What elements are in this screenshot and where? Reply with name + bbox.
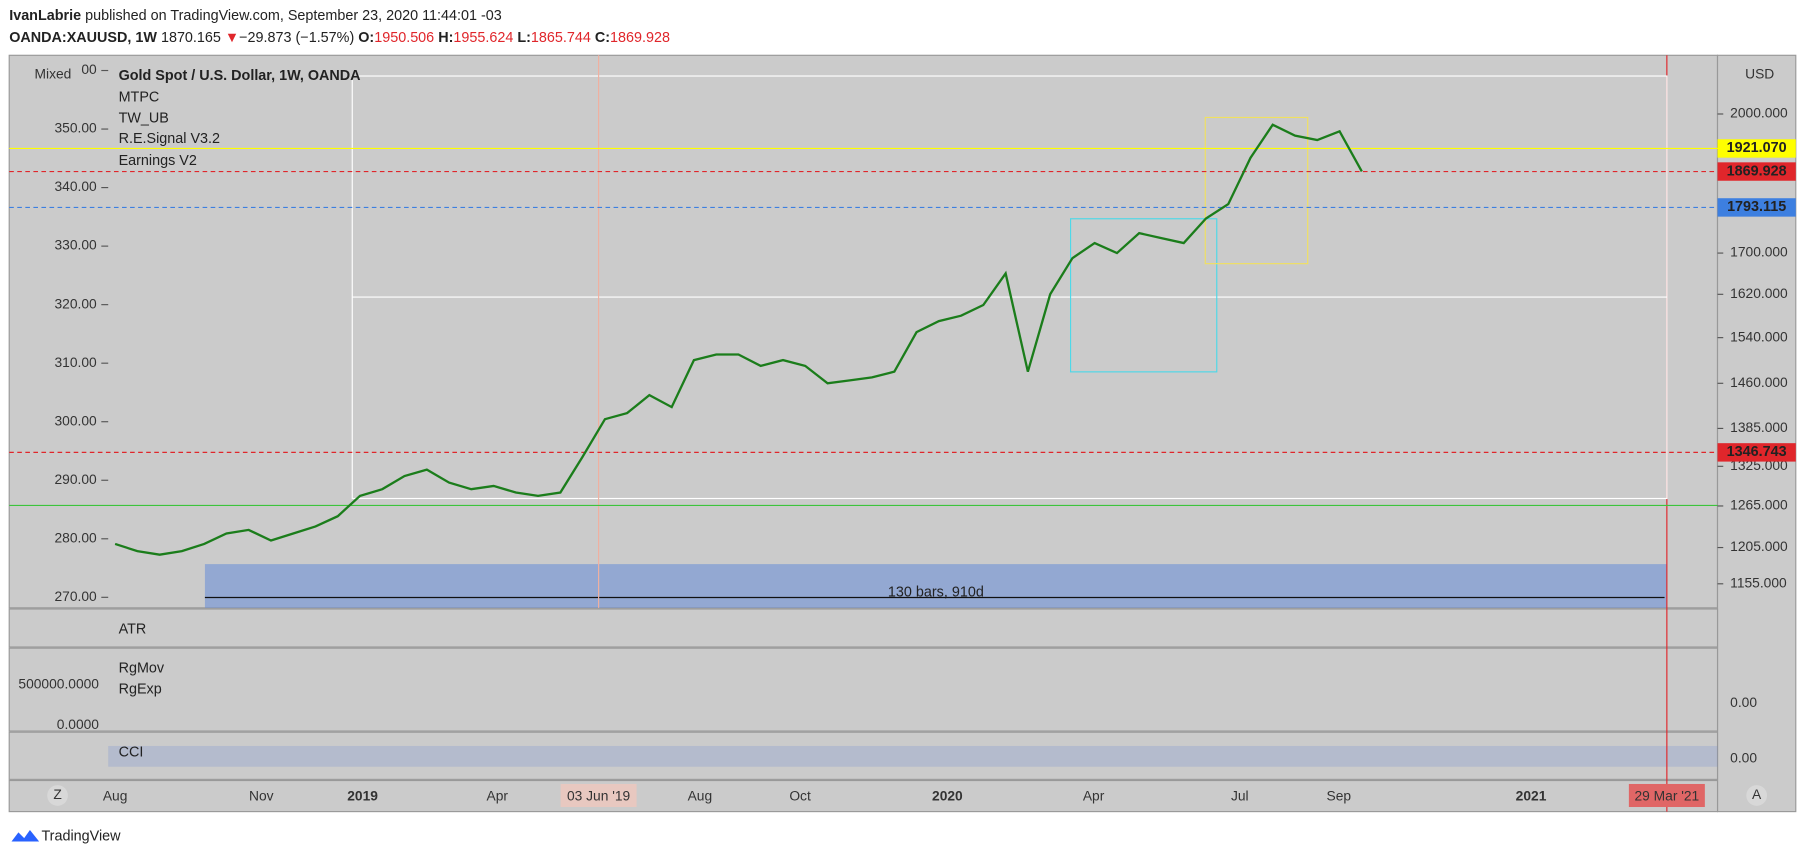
x-tick-label: Jul — [1231, 787, 1249, 803]
left-tick-label: 270.00 — [54, 588, 97, 604]
price-label-box — [1717, 139, 1796, 158]
left-tick-label: 320.00 — [54, 295, 97, 311]
legend-item: MTPC — [119, 90, 160, 106]
y-tick-label: 2000.000 — [1730, 105, 1788, 121]
volume-tick: 500000.0000 — [18, 676, 99, 692]
ohlc-value: 1955.624 — [453, 30, 513, 46]
atr-label: ATR — [119, 622, 147, 638]
time-axis — [8, 779, 1719, 813]
price-line-series — [114, 123, 1363, 556]
x-tick-label: Oct — [789, 787, 811, 803]
left-tick-label: 00 — [81, 61, 97, 77]
date-chip — [560, 783, 637, 808]
left-tick-label: 280.00 — [54, 529, 97, 545]
measure-box — [204, 564, 1667, 608]
price-label: 1869.928 — [1727, 163, 1787, 179]
footer-brand: TradingView — [41, 829, 121, 845]
price-label-box — [1717, 443, 1796, 462]
price-label: 1921.070 — [1727, 140, 1787, 156]
change: −29.873 (−1.57%) — [239, 30, 354, 46]
rgexp-label: RgExp — [119, 681, 162, 697]
published-text: published on TradingView.com, September … — [85, 8, 502, 24]
ohlc-value: 1950.506 — [374, 30, 434, 46]
x-tick-label: 03 Jun '19 — [567, 787, 631, 803]
price-label: 1793.115 — [1727, 199, 1786, 215]
y-tick-label: 1620.000 — [1730, 285, 1788, 301]
x-tick-label: Apr — [487, 787, 509, 803]
atr-pane — [8, 608, 1719, 648]
cci-band — [108, 745, 1718, 767]
currency-label: USD — [1745, 66, 1774, 82]
price-label-box — [1717, 198, 1796, 217]
x-tick-label: Aug — [103, 787, 128, 803]
cci-label: CCI — [119, 745, 144, 761]
y-tick-label: 1265.000 — [1730, 497, 1788, 513]
x-tick-label: 2019 — [347, 787, 378, 803]
zoom-button-label[interactable]: Z — [53, 786, 61, 802]
volume-pane — [8, 647, 1719, 732]
y-tick-label: 1700.000 — [1730, 244, 1788, 260]
legend-title: Gold Spot / U.S. Dollar, 1W, OANDA — [119, 68, 361, 84]
last-price: 1870.165 — [161, 30, 221, 46]
left-tick-label: 300.00 — [54, 412, 97, 428]
x-tick-label: 2021 — [1516, 787, 1547, 803]
auto-button[interactable] — [1746, 785, 1768, 806]
x-tick-label: 2020 — [932, 787, 963, 803]
measure-label: 130 bars, 910d — [888, 585, 984, 601]
zoom-button[interactable] — [47, 785, 68, 806]
cci-pane — [8, 731, 1719, 780]
ohlc-value: 1869.928 — [610, 30, 670, 46]
symbol: OANDA:XAUUSD, 1W — [9, 30, 157, 46]
left-tick-label: 330.00 — [54, 237, 97, 253]
main-pane — [8, 54, 1719, 609]
ohlc-label: C: — [595, 30, 610, 46]
ohlc-label: L: — [517, 30, 531, 46]
ohlc-value: 1865.744 — [531, 30, 591, 46]
legend-item: Earnings V2 — [119, 153, 197, 169]
date-chip — [1628, 783, 1705, 808]
x-tick-label: Nov — [249, 787, 274, 803]
mixed-label: Mixed — [35, 66, 72, 82]
y-tick-label: 1385.000 — [1730, 419, 1788, 435]
x-tick-label: 29 Mar '21 — [1634, 787, 1699, 803]
cci-tick: 0.00 — [1730, 749, 1757, 765]
legend-item: TW_UB — [119, 110, 169, 126]
y-tick-label: 1155.000 — [1730, 574, 1787, 590]
tv-logo — [11, 830, 40, 842]
header-line-1: IvanLabrie published on TradingView.com,… — [9, 8, 502, 24]
range-box — [351, 75, 1668, 500]
publisher: IvanLabrie — [9, 8, 81, 24]
cyan-box — [1069, 218, 1218, 373]
rgmov-label: RgMov — [119, 661, 165, 677]
price-axis — [1716, 54, 1797, 813]
ohlc-label: H: — [438, 30, 453, 46]
volume-right-tick: 0.00 — [1730, 694, 1757, 710]
price-label: 1346.743 — [1727, 444, 1787, 460]
header-line-2: OANDA:XAUUSD, 1W 1870.165 ▼−29.873 (−1.5… — [9, 30, 670, 46]
ohlc-label: O: — [358, 30, 374, 46]
left-tick-label: 340.00 — [54, 178, 97, 194]
left-tick-label: 350.00 — [54, 120, 97, 136]
price-label-box — [1717, 162, 1796, 181]
volume-tick: 0.0000 — [57, 716, 100, 732]
legend-item: R.E.Signal V3.2 — [119, 131, 220, 147]
y-tick-label: 1460.000 — [1730, 374, 1788, 390]
x-tick-label: Sep — [1327, 787, 1352, 803]
yellow-box — [1204, 116, 1309, 265]
y-tick-label: 1205.000 — [1730, 538, 1788, 554]
left-tick-label: 310.00 — [54, 354, 97, 370]
y-tick-label: 1540.000 — [1730, 328, 1788, 344]
x-tick-label: Apr — [1083, 787, 1105, 803]
down-arrow: ▼ — [221, 30, 239, 46]
left-tick-label: 290.00 — [54, 471, 97, 487]
auto-button-label[interactable]: A — [1752, 786, 1762, 802]
x-tick-label: Aug — [688, 787, 713, 803]
